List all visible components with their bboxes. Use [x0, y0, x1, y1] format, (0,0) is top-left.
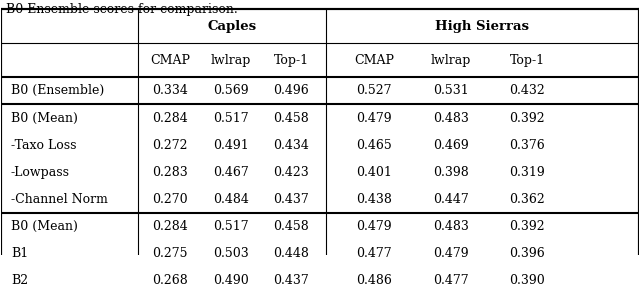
Text: lwlrap: lwlrap: [211, 54, 251, 67]
Text: B0 Ensemble scores for comparison.: B0 Ensemble scores for comparison.: [6, 3, 238, 16]
Text: 0.334: 0.334: [152, 84, 188, 97]
Text: Caples: Caples: [208, 20, 257, 32]
Text: 0.458: 0.458: [273, 220, 309, 233]
Text: 0.437: 0.437: [273, 193, 309, 206]
Text: B1: B1: [11, 247, 28, 260]
Text: 0.477: 0.477: [433, 274, 468, 285]
Text: -Lowpass: -Lowpass: [11, 166, 70, 179]
Text: B2: B2: [11, 274, 28, 285]
Text: 0.503: 0.503: [213, 247, 249, 260]
Text: 0.284: 0.284: [152, 111, 188, 125]
Text: 0.392: 0.392: [509, 220, 545, 233]
Text: -Taxo Loss: -Taxo Loss: [11, 139, 76, 152]
Text: 0.432: 0.432: [509, 84, 545, 97]
Text: 0.527: 0.527: [356, 84, 392, 97]
Text: 0.465: 0.465: [356, 139, 392, 152]
Text: 0.283: 0.283: [152, 166, 188, 179]
Text: Top-1: Top-1: [509, 54, 545, 67]
Text: 0.319: 0.319: [509, 166, 545, 179]
Text: 0.275: 0.275: [152, 247, 188, 260]
Text: 0.438: 0.438: [356, 193, 392, 206]
Text: 0.490: 0.490: [213, 274, 249, 285]
Text: 0.477: 0.477: [356, 247, 392, 260]
Text: CMAP: CMAP: [150, 54, 190, 67]
Text: 0.392: 0.392: [509, 111, 545, 125]
Text: B0 (Ensemble): B0 (Ensemble): [11, 84, 104, 97]
Text: 0.483: 0.483: [433, 111, 468, 125]
Text: 0.491: 0.491: [213, 139, 249, 152]
Text: 0.484: 0.484: [213, 193, 249, 206]
Text: 0.376: 0.376: [509, 139, 545, 152]
Text: 0.517: 0.517: [213, 220, 248, 233]
Text: 0.284: 0.284: [152, 220, 188, 233]
Text: 0.486: 0.486: [356, 274, 392, 285]
Text: 0.396: 0.396: [509, 247, 545, 260]
Text: 0.517: 0.517: [213, 111, 248, 125]
Text: 0.448: 0.448: [273, 247, 309, 260]
Text: 0.467: 0.467: [213, 166, 249, 179]
Text: B0 (Mean): B0 (Mean): [11, 111, 78, 125]
Text: 0.268: 0.268: [152, 274, 188, 285]
Text: CMAP: CMAP: [354, 54, 394, 67]
Text: Top-1: Top-1: [274, 54, 309, 67]
Text: High Sierras: High Sierras: [435, 20, 529, 32]
Text: 0.479: 0.479: [433, 247, 468, 260]
Text: 0.469: 0.469: [433, 139, 468, 152]
Text: 0.390: 0.390: [509, 274, 545, 285]
Text: B0 (Mean): B0 (Mean): [11, 220, 78, 233]
Text: 0.496: 0.496: [273, 84, 309, 97]
Text: 0.434: 0.434: [273, 139, 309, 152]
Text: 0.437: 0.437: [273, 274, 309, 285]
Text: lwlrap: lwlrap: [431, 54, 471, 67]
Text: 0.362: 0.362: [509, 193, 545, 206]
Text: 0.531: 0.531: [433, 84, 468, 97]
Text: 0.479: 0.479: [356, 220, 392, 233]
Text: 0.483: 0.483: [433, 220, 468, 233]
Text: 0.398: 0.398: [433, 166, 468, 179]
Text: 0.270: 0.270: [152, 193, 188, 206]
Text: 0.479: 0.479: [356, 111, 392, 125]
Text: 0.401: 0.401: [356, 166, 392, 179]
Text: 0.447: 0.447: [433, 193, 468, 206]
Text: 0.423: 0.423: [273, 166, 309, 179]
Text: -Channel Norm: -Channel Norm: [11, 193, 108, 206]
Text: 0.458: 0.458: [273, 111, 309, 125]
Text: 0.272: 0.272: [152, 139, 188, 152]
Text: 0.569: 0.569: [213, 84, 248, 97]
